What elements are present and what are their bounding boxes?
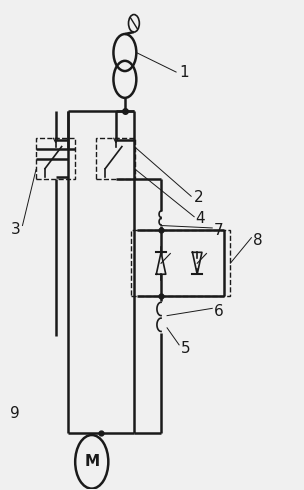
Text: 9: 9 <box>10 406 20 420</box>
Text: 6: 6 <box>214 304 223 319</box>
Text: 4: 4 <box>196 211 205 226</box>
Text: M: M <box>84 454 99 469</box>
Text: 8: 8 <box>253 233 263 247</box>
Text: 1: 1 <box>179 65 189 79</box>
Bar <box>96 138 136 179</box>
Polygon shape <box>192 252 202 274</box>
Bar <box>131 230 230 296</box>
Text: 3: 3 <box>10 222 20 237</box>
Text: 5: 5 <box>181 341 190 356</box>
Text: 7: 7 <box>214 223 223 238</box>
Polygon shape <box>156 252 166 274</box>
Bar <box>36 138 75 179</box>
Text: 2: 2 <box>194 190 204 205</box>
